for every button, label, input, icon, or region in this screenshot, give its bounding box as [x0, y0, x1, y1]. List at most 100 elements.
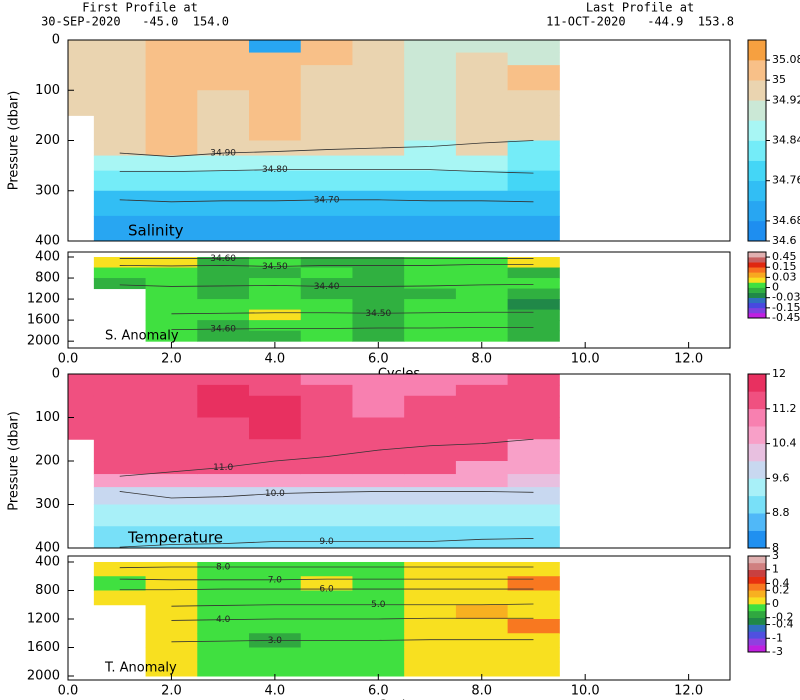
cell — [249, 288, 302, 300]
cell — [404, 190, 457, 217]
cell — [455, 661, 509, 677]
cell — [93, 65, 147, 91]
cell — [352, 320, 405, 332]
cell — [145, 561, 198, 577]
colorbar-block — [748, 200, 766, 222]
cell — [404, 526, 457, 548]
cell — [455, 288, 509, 300]
cell — [507, 487, 560, 505]
cell — [404, 561, 457, 577]
cell — [352, 309, 405, 321]
cell — [455, 140, 509, 157]
cell — [300, 561, 353, 577]
contour-label: 34.60 — [210, 254, 236, 264]
colorbar-block — [748, 262, 766, 268]
cell — [404, 461, 457, 475]
contour — [171, 639, 534, 643]
plot-area: 11.0 10.0 9.0 — [68, 374, 560, 548]
cell — [404, 288, 457, 300]
contour — [119, 588, 534, 591]
cell — [93, 590, 147, 606]
cell — [404, 661, 457, 677]
colorbar-block — [748, 272, 766, 278]
cell — [300, 155, 353, 172]
cell — [507, 330, 560, 342]
cell — [352, 576, 405, 591]
cell — [249, 52, 302, 66]
cell — [404, 278, 457, 290]
panel-title: Salinity — [128, 222, 184, 240]
cell — [352, 561, 405, 577]
colorbar-block — [748, 576, 766, 584]
colorbar-label: 34.84 — [772, 134, 800, 147]
y-tick-label: 2000 — [27, 334, 60, 349]
cell — [507, 140, 560, 157]
cell — [507, 417, 560, 440]
cell — [197, 65, 250, 91]
cell — [455, 417, 509, 440]
cell — [404, 395, 457, 418]
colorbar-label: 1 — [772, 563, 779, 576]
cell — [507, 299, 560, 311]
first-title: First Profile at — [82, 1, 198, 15]
cell — [68, 417, 95, 440]
cell — [145, 504, 198, 527]
cell — [404, 647, 457, 663]
colorbar-block — [748, 374, 766, 392]
cell — [507, 309, 560, 321]
cell — [507, 504, 560, 527]
cell — [197, 267, 250, 279]
colorbar-label: -1 — [772, 631, 783, 644]
cell — [249, 374, 302, 386]
cell — [455, 576, 509, 591]
cell — [197, 190, 250, 217]
cell — [300, 65, 353, 91]
cell — [197, 439, 250, 462]
cell — [352, 155, 405, 172]
cell — [197, 320, 250, 332]
cell — [197, 561, 250, 577]
cell — [507, 590, 560, 606]
colorbar-block — [748, 252, 766, 258]
contour — [119, 438, 534, 477]
colorbar-label: -0.45 — [772, 311, 800, 324]
plot-area: 8.0 7.0 6.0 5.0 4.0 3.0 — [93, 561, 560, 677]
cell — [145, 190, 198, 217]
cell — [507, 256, 560, 269]
colorbar-block — [748, 583, 766, 591]
cell — [249, 487, 302, 505]
cell — [507, 52, 560, 66]
cell — [352, 647, 405, 663]
cell — [507, 155, 560, 172]
cell — [249, 618, 302, 634]
cell — [93, 576, 147, 591]
cell — [197, 374, 250, 386]
cell — [404, 633, 457, 649]
cell — [68, 395, 95, 418]
cell — [455, 65, 509, 91]
cell — [404, 576, 457, 591]
cell — [404, 65, 457, 91]
y-tick-label: 1600 — [27, 640, 60, 655]
colorbar-block — [748, 461, 766, 479]
cell — [249, 256, 302, 269]
cell — [249, 330, 302, 342]
cell — [197, 330, 250, 342]
colorbar-label: -0.4 — [772, 618, 793, 631]
frame — [67, 555, 731, 681]
x-tick-label: 0.0 — [58, 684, 79, 699]
cell — [300, 190, 353, 217]
colorbar-block — [748, 391, 766, 410]
cell — [507, 526, 560, 548]
cell — [249, 309, 302, 321]
cell — [404, 504, 457, 527]
y-tick-label: 300 — [35, 497, 60, 512]
y-axis-label: Pressure (dbar) — [7, 91, 22, 191]
cell — [404, 487, 457, 505]
cell — [300, 439, 353, 462]
colorbar-frame — [747, 251, 767, 319]
cell — [145, 288, 198, 300]
cell — [352, 267, 405, 279]
cell — [455, 190, 509, 217]
cell — [249, 40, 302, 54]
